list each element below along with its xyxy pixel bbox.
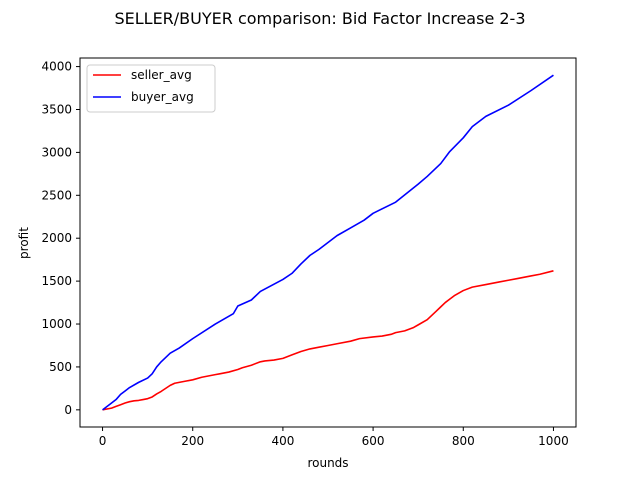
plot-area <box>79 57 577 428</box>
plot-frame <box>79 57 577 428</box>
x-tick-label: 600 <box>362 434 385 448</box>
y-tick-label: 3000 <box>41 145 72 159</box>
y-tick-label: 2000 <box>41 231 72 245</box>
y-axis-label: profit <box>17 227 31 259</box>
y-tick-label: 0 <box>64 403 72 417</box>
x-axis-label: rounds <box>307 456 348 470</box>
y-tick-label: 3500 <box>41 102 72 116</box>
y-tick-label: 500 <box>49 360 72 374</box>
y-tick-label: 4000 <box>41 60 72 74</box>
series-line-seller_avg <box>102 270 554 411</box>
x-tick-label: 200 <box>181 434 204 448</box>
x-tick-label: 0 <box>99 434 107 448</box>
y-tick-label: 1000 <box>41 317 72 331</box>
legend-entries: seller_avg buyer_avg <box>93 68 194 104</box>
legend-label-seller_avg: seller_avg <box>131 68 192 82</box>
legend-box <box>86 64 216 113</box>
x-tick-label: 1000 <box>538 434 569 448</box>
series-group <box>102 74 554 411</box>
legend: seller_avg buyer_avg <box>86 64 216 113</box>
x-tick-label: 400 <box>271 434 294 448</box>
legend-label-buyer_avg: buyer_avg <box>131 90 194 104</box>
x-axis: 0 200 400 600 800 1000 <box>99 427 569 448</box>
chart-title: SELLER/BUYER comparison: Bid Factor Incr… <box>114 9 525 28</box>
y-axis: 0 500 1000 1500 2000 2500 3000 3500 4000 <box>41 60 80 417</box>
y-tick-label: 1500 <box>41 274 72 288</box>
y-tick-label: 2500 <box>41 188 72 202</box>
x-tick-label: 800 <box>452 434 475 448</box>
series-line-buyer_avg <box>102 74 554 411</box>
